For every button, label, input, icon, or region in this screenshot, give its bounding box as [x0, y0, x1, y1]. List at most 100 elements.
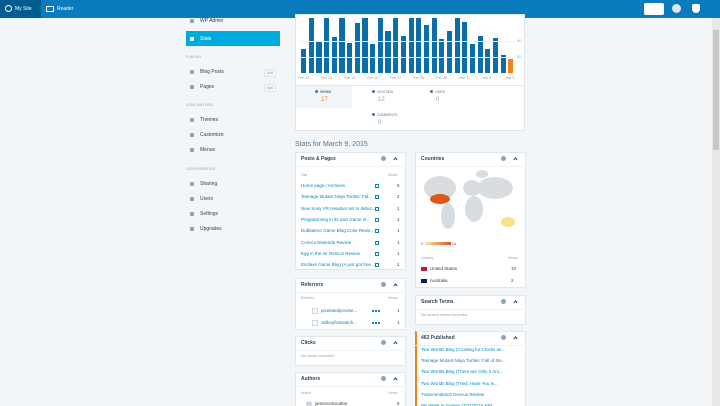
bar[interactable]: [446, 31, 453, 73]
bar[interactable]: [339, 18, 345, 73]
bar[interactable]: [308, 18, 314, 73]
published-title[interactable]: Two Worlds Blog (Tried, Have You Is...: [421, 380, 498, 386]
post-title[interactable]: Egg in the Air Descus Review: [301, 250, 361, 256]
bar[interactable]: [377, 18, 383, 73]
bar[interactable]: [354, 23, 360, 73]
bar[interactable]: [439, 39, 445, 73]
bar[interactable]: [393, 18, 399, 73]
tab-label[interactable]: VISITORS: [377, 90, 394, 94]
external-link[interactable]: [375, 206, 379, 211]
bar[interactable]: [485, 49, 491, 73]
post-title[interactable]: Comics Nintendo Review: [301, 239, 352, 245]
bar[interactable]: [400, 36, 406, 73]
sidebar-item[interactable]: Themes: [200, 117, 219, 123]
bar[interactable]: [385, 31, 391, 73]
external-link[interactable]: [375, 251, 379, 256]
sidebar-item[interactable]: Pages: [200, 84, 215, 90]
post-title[interactable]: Teenage Mutant Ninja Turtles: Fal...: [301, 194, 373, 200]
bar[interactable]: [462, 21, 468, 73]
tab-label[interactable]: views: [320, 89, 332, 94]
add-button[interactable]: Add: [264, 69, 277, 77]
published-title[interactable]: My Week in Games (3/27/2015 &#3...: [421, 403, 496, 406]
external-link[interactable]: [375, 217, 379, 222]
card-divider: [295, 166, 406, 167]
published-title[interactable]: Two Worlds Blog (There are Only 3 Ani...: [421, 369, 503, 375]
post-views: 1: [397, 262, 400, 268]
external-link[interactable]: [375, 263, 379, 268]
bar[interactable]: [508, 59, 514, 73]
bar[interactable]: [301, 49, 307, 73]
sidebar-item[interactable]: Sharing: [200, 181, 218, 187]
published-title[interactable]: Two Worlds Blog (Cruising for Chicks an.…: [421, 347, 506, 352]
post-title[interactable]: Dubbatron Game Blog Color Revie...: [301, 228, 375, 234]
info-icon[interactable]: [501, 335, 506, 340]
tab-label[interactable]: COMMENTS: [377, 113, 398, 117]
sidebar-icon: [190, 197, 194, 201]
bar[interactable]: [477, 36, 483, 73]
column-header: Author: [301, 391, 312, 395]
post-title[interactable]: New Sony VR Headset set to debut...: [301, 205, 376, 211]
external-link[interactable]: [375, 229, 379, 234]
post-title[interactable]: Enclave Game Blog (A just got free...: [301, 262, 375, 268]
bar[interactable]: [408, 18, 414, 73]
info-icon[interactable]: [381, 282, 386, 287]
legend-gradient: [425, 242, 451, 245]
external-link[interactable]: [375, 240, 379, 245]
info-icon[interactable]: [381, 340, 386, 345]
sidebar-item[interactable]: Menus: [200, 147, 216, 153]
tab-icon: [430, 90, 433, 93]
sidebar-item[interactable]: WP Admin: [200, 18, 224, 24]
sidebar-heading: PUBLISH: [186, 55, 201, 59]
sidebar-item[interactable]: Customize: [200, 132, 224, 138]
bar[interactable]: [331, 37, 337, 73]
more-dots[interactable]: [372, 322, 380, 324]
write-button[interactable]: [644, 3, 664, 15]
more-dots[interactable]: [372, 310, 380, 312]
sidebar-icon: [190, 37, 194, 41]
tab-value: 12: [378, 97, 385, 103]
avatar[interactable]: [672, 4, 681, 13]
card-title: 463 Published: [421, 335, 455, 341]
bar[interactable]: [423, 25, 430, 73]
bar[interactable]: [431, 18, 437, 73]
bar[interactable]: [362, 18, 368, 73]
column-header: Country: [421, 256, 434, 260]
notifications[interactable]: [692, 4, 700, 13]
published-title[interactable]: Transcendence Descus Review: [421, 391, 485, 397]
sidebar-icon: [190, 182, 194, 186]
sidebar-item[interactable]: Settings: [200, 211, 219, 217]
sidebar-icon: [190, 227, 194, 231]
external-link[interactable]: [375, 184, 379, 188]
my-site-tab[interactable]: [0, 0, 41, 18]
post-title[interactable]: Home page / Archives: [301, 183, 346, 188]
bar[interactable]: [416, 18, 422, 73]
referrer-name[interactable]: pixelatedprovise...: [321, 308, 358, 313]
post-title[interactable]: Programming in its own Game st...: [301, 216, 371, 222]
sidebar-item[interactable]: Blog Posts: [200, 69, 224, 75]
scrollbar-thumb[interactable]: [713, 30, 719, 150]
y-tick-label: 40: [517, 38, 522, 43]
bar[interactable]: [492, 37, 499, 73]
sidebar-item[interactable]: Upgrades: [200, 226, 222, 232]
views-tab[interactable]: [296, 86, 352, 108]
referrer-name[interactable]: oldboyfirstwatch...: [321, 320, 358, 325]
sidebar-item[interactable]: Stats: [200, 36, 212, 42]
bar[interactable]: [370, 44, 376, 73]
info-icon[interactable]: [381, 156, 386, 161]
bar[interactable]: [324, 18, 330, 73]
published-title[interactable]: Teenage Mutant Ninja Turtles: Fall of th…: [421, 358, 506, 364]
bar[interactable]: [469, 44, 476, 73]
grid-line: [300, 57, 515, 58]
tab-icon: [315, 90, 318, 93]
bar[interactable]: [500, 55, 506, 73]
reader-label[interactable]: Reader: [57, 6, 74, 12]
bar[interactable]: [454, 18, 460, 73]
info-icon[interactable]: [381, 376, 386, 381]
sidebar-icon: [190, 118, 194, 122]
info-icon[interactable]: [501, 299, 506, 304]
external-link[interactable]: [375, 195, 379, 200]
info-icon[interactable]: [501, 156, 506, 161]
tab-label[interactable]: LIKES: [435, 90, 445, 94]
add-button[interactable]: Add: [264, 84, 277, 92]
sidebar-item[interactable]: Users: [200, 196, 214, 202]
